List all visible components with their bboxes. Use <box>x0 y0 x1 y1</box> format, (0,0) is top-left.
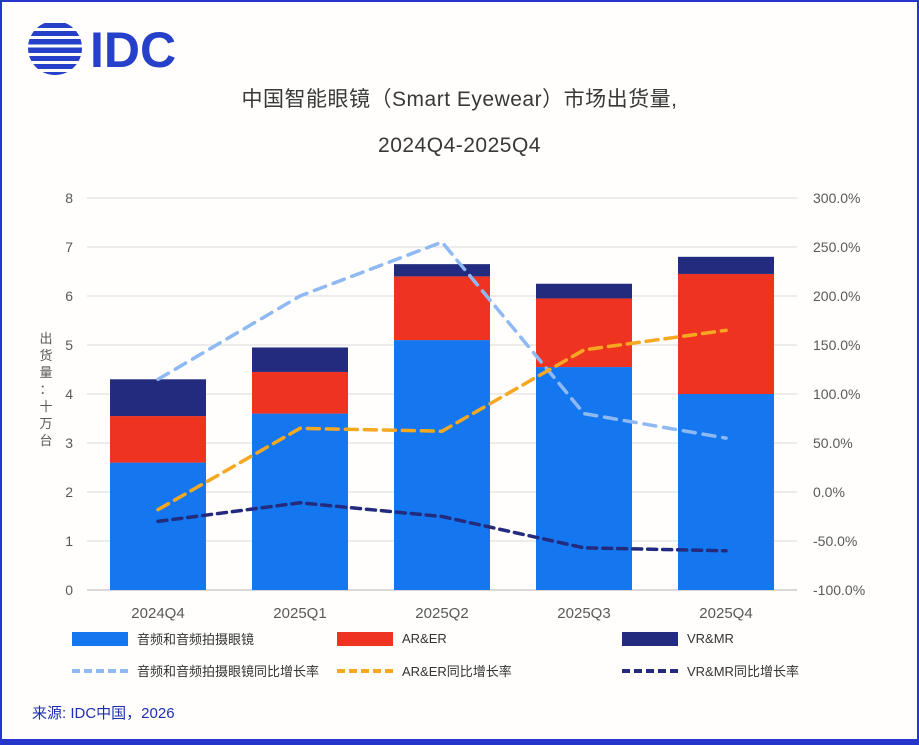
idc-logo: IDC <box>26 16 196 85</box>
left-axis-title-char: 货 <box>39 348 52 363</box>
legend-bar-swatch <box>622 631 678 646</box>
chart-canvas: 0 1 2 3 4 5 6 7 8 -100.0% -50.0% 0.0% 50.0% 100.0% 150… <box>39 190 865 622</box>
right-axis-tick: 100.0% <box>813 386 860 402</box>
legend-row: 音频和音频拍摄眼镜同比增长率 AR&ER同比增长率 VR&MR同比增长率 <box>72 661 882 680</box>
right-axis-tick: -50.0% <box>813 533 857 549</box>
bar-segment <box>252 371 348 414</box>
legend-label: AR&ER同比增长率 <box>402 664 512 679</box>
idc-logo-text: IDC <box>90 22 176 78</box>
legend-row: 音频和音频拍摄眼镜 AR&ER VR&MR <box>72 629 882 648</box>
right-axis-tick: 200.0% <box>813 288 860 304</box>
legend-line-swatch <box>72 668 128 673</box>
right-axis-tick: 300.0% <box>813 190 860 206</box>
bar-segment <box>536 283 632 299</box>
bar-segment <box>678 394 774 590</box>
left-axis-tick: 6 <box>65 288 73 304</box>
legend-label: 音频和音频拍摄眼镜同比增长率 <box>137 664 320 679</box>
left-axis-title-char: ： <box>39 382 52 397</box>
legend-label: AR&ER <box>402 631 447 646</box>
legend-item: VR&MR同比增长率 <box>622 661 882 680</box>
legend-item: AR&ER同比增长率 <box>337 661 622 680</box>
legend-label: VR&MR <box>687 631 734 646</box>
bar-segment <box>252 347 348 372</box>
category-label: 2024Q4 <box>131 605 184 622</box>
left-axis-title-char: 出 <box>39 331 52 346</box>
left-axis-tick: 5 <box>65 337 73 353</box>
category-label: 2025Q1 <box>273 605 326 622</box>
growth-line <box>156 240 728 440</box>
bar-segment <box>110 462 206 590</box>
chart-title-line1: 中国智能眼镜（Smart Eyewear）市场出货量, <box>241 88 678 111</box>
bar-segment <box>110 416 206 463</box>
category-label: 2025Q4 <box>699 605 752 622</box>
left-axis-tick: 7 <box>65 239 73 255</box>
right-axis-tick: 50.0% <box>813 435 853 451</box>
category-label: 2025Q3 <box>557 605 610 622</box>
legend-item: AR&ER <box>337 631 622 646</box>
growth-line <box>156 501 728 553</box>
left-axis-tick: 8 <box>65 190 73 206</box>
legend-label: VR&MR同比增长率 <box>687 664 799 679</box>
left-axis-title-char: 量 <box>39 365 52 380</box>
left-axis-title-char: 万 <box>39 416 52 431</box>
right-axis-tick: -100.0% <box>813 582 865 598</box>
chart-title-line2: 2024Q4-2025Q4 <box>378 134 541 157</box>
source-note: 来源: IDC中国，2026 <box>32 705 175 722</box>
bar-segment <box>394 276 490 341</box>
legend-bar-swatch <box>72 631 128 646</box>
left-axis-tick: 0 <box>65 582 73 598</box>
bar-segment <box>536 298 632 368</box>
left-axis-title-char: 台 <box>39 433 52 448</box>
legend-item: 音频和音频拍摄眼镜 <box>72 629 337 648</box>
chart-title: 中国智能眼镜（Smart Eyewear）市场出货量, 2024Q4-2025Q… <box>2 88 917 158</box>
legend-line-swatch <box>337 668 393 673</box>
left-axis-title-char: 十 <box>39 399 52 414</box>
right-axis-tick: 150.0% <box>813 337 860 353</box>
bar-segment <box>536 367 632 590</box>
bar-segment <box>110 379 206 417</box>
bar-segment <box>394 264 490 277</box>
left-axis-tick: 3 <box>65 435 73 451</box>
chart-legend: 音频和音频拍摄眼镜 AR&ER VR&MR 音频和音频拍摄眼镜同比增长率 AR&ER同比… <box>72 629 882 693</box>
category-label: 2025Q2 <box>415 605 468 622</box>
legend-item: 音频和音频拍摄眼镜同比增长率 <box>72 661 337 680</box>
legend-bar-swatch <box>337 631 393 646</box>
bar-segment <box>678 256 774 274</box>
left-axis-tick: 2 <box>65 484 73 500</box>
legend-line-swatch <box>622 668 678 673</box>
right-axis-tick: 0.0% <box>813 484 845 500</box>
legend-item: VR&MR <box>622 631 882 646</box>
right-axis-tick: 250.0% <box>813 239 860 255</box>
idc-logo-graphic: IDC <box>28 22 176 78</box>
bar-segment <box>394 340 490 590</box>
left-axis-tick: 4 <box>65 386 73 402</box>
left-axis-tick: 1 <box>65 533 73 549</box>
combo-chart: 0 1 2 3 4 5 6 7 8 -100.0% -50.0% 0.0% 50.0% 100.0% 150… <box>32 178 892 633</box>
legend-label: 音频和音频拍摄眼镜 <box>137 632 255 647</box>
growth-line <box>156 328 728 512</box>
idc-globe-icon <box>28 23 82 75</box>
